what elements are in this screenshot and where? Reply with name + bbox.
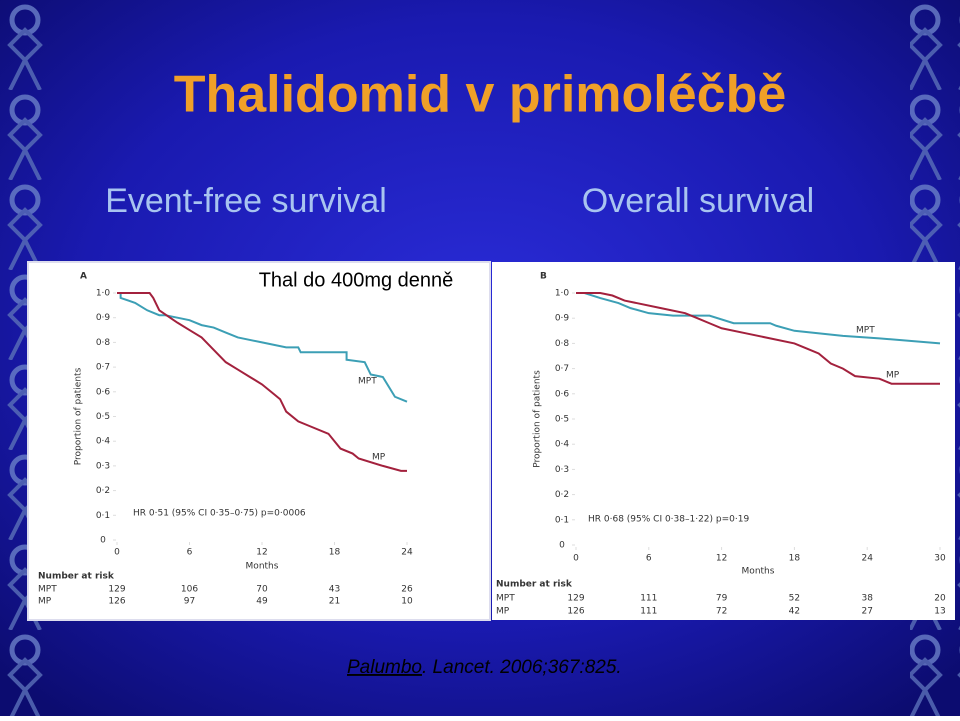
y-tick-label: 0·9 bbox=[555, 314, 570, 324]
y-axis-label: Proportion of patients bbox=[74, 367, 84, 465]
x-axis-label: Months bbox=[246, 562, 279, 572]
y-tick-label: 0·1 bbox=[96, 511, 110, 521]
at-risk-value: 13 bbox=[934, 607, 945, 617]
x-tick-label: 18 bbox=[789, 554, 801, 564]
y-tick-label: 0·6 bbox=[555, 389, 570, 399]
at-risk-value: 97 bbox=[184, 597, 195, 607]
series-label: MPT bbox=[358, 377, 377, 387]
x-tick-label: 0 bbox=[114, 548, 120, 558]
citation: Palumbo. Lancet. 2006;367:825. bbox=[347, 657, 622, 678]
panel bbox=[27, 261, 491, 621]
at-risk-value: 42 bbox=[789, 607, 800, 617]
panel-label: A bbox=[80, 272, 87, 282]
x-tick-label: 6 bbox=[646, 554, 652, 564]
x-axis-label: Months bbox=[742, 567, 775, 577]
at-risk-title: Number at risk bbox=[496, 580, 573, 590]
slide-title: Thalidomid v primoléčbě bbox=[174, 66, 787, 124]
y-tick-label: 1·0 bbox=[96, 289, 111, 299]
chart-title: Overall survival bbox=[582, 182, 814, 220]
y-tick-label: 0·6 bbox=[96, 387, 111, 397]
y-tick-label: 0·3 bbox=[96, 461, 110, 471]
x-tick-label: 18 bbox=[329, 548, 341, 558]
y-tick-label: 0 bbox=[100, 536, 106, 546]
at-risk-value: 26 bbox=[401, 585, 413, 595]
x-tick-label: 30 bbox=[934, 554, 946, 564]
chart-title: Event-free survival bbox=[105, 182, 387, 220]
survival-curve bbox=[576, 292, 940, 385]
x-tick-label: 24 bbox=[861, 554, 873, 564]
survival-curve bbox=[576, 292, 941, 345]
at-risk-value: 70 bbox=[256, 585, 268, 595]
y-tick-label: 0 bbox=[559, 541, 565, 551]
at-risk-value: 111 bbox=[640, 594, 657, 604]
y-tick-label: 0·9 bbox=[96, 313, 111, 323]
at-risk-value: 129 bbox=[108, 585, 125, 595]
at-risk-value: 72 bbox=[716, 607, 727, 617]
survival-curve bbox=[117, 292, 407, 472]
annotation: HR 0·51 (95% CI 0·35–0·75) p=0·0006 bbox=[133, 509, 306, 519]
at-risk-row-label: MP bbox=[38, 597, 52, 607]
at-risk-value: 20 bbox=[934, 594, 946, 604]
x-tick-label: 0 bbox=[573, 554, 579, 564]
at-risk-value: 43 bbox=[329, 585, 340, 595]
series-label: MPT bbox=[856, 326, 875, 336]
y-tick-label: 0·8 bbox=[555, 339, 570, 349]
citation-author: Palumbo bbox=[347, 657, 422, 678]
y-tick-label: 0·5 bbox=[96, 412, 110, 422]
y-tick-label: 0·5 bbox=[555, 415, 569, 425]
series-label: MP bbox=[372, 453, 386, 463]
panel-label: B bbox=[540, 272, 547, 282]
at-risk-value: 27 bbox=[861, 607, 872, 617]
y-tick-label: 0·1 bbox=[555, 515, 569, 525]
y-tick-label: 1·0 bbox=[555, 289, 570, 299]
at-risk-value: 79 bbox=[716, 594, 728, 604]
annotation: HR 0·68 (95% CI 0·38–1·22) p=0·19 bbox=[588, 515, 749, 525]
x-tick-label: 12 bbox=[716, 554, 727, 564]
at-risk-value: 21 bbox=[329, 597, 340, 607]
panel bbox=[492, 262, 955, 620]
y-tick-label: 0·3 bbox=[555, 465, 569, 475]
y-tick-label: 0·4 bbox=[555, 440, 570, 450]
at-risk-value: 106 bbox=[181, 585, 198, 595]
at-risk-row-label: MPT bbox=[38, 585, 57, 595]
at-risk-value: 129 bbox=[567, 594, 584, 604]
at-risk-value: 111 bbox=[640, 607, 657, 617]
chart-subtitle: Thal do 400mg denně bbox=[259, 269, 454, 291]
y-axis-label: Proportion of patients bbox=[533, 370, 543, 468]
at-risk-value: 52 bbox=[789, 594, 800, 604]
at-risk-row-label: MPT bbox=[496, 594, 515, 604]
citation-text: . Lancet. 2006;367:825. bbox=[422, 657, 622, 678]
y-tick-label: 0·7 bbox=[96, 363, 110, 373]
y-tick-label: 0·2 bbox=[96, 486, 110, 496]
x-tick-label: 24 bbox=[401, 548, 413, 558]
y-tick-label: 0·2 bbox=[555, 490, 569, 500]
at-risk-value: 126 bbox=[108, 597, 125, 607]
y-tick-label: 0·7 bbox=[555, 364, 569, 374]
y-tick-label: 0·8 bbox=[96, 338, 111, 348]
x-tick-label: 6 bbox=[187, 548, 193, 558]
survival-curve bbox=[117, 292, 408, 403]
at-risk-value: 38 bbox=[861, 594, 873, 604]
series-label: MP bbox=[886, 371, 900, 381]
at-risk-value: 10 bbox=[401, 597, 413, 607]
y-tick-label: 0·4 bbox=[96, 437, 111, 447]
at-risk-title: Number at risk bbox=[38, 572, 115, 582]
at-risk-row-label: MP bbox=[496, 607, 510, 617]
at-risk-value: 126 bbox=[567, 607, 584, 617]
x-tick-label: 12 bbox=[256, 548, 267, 558]
at-risk-value: 49 bbox=[256, 597, 268, 607]
